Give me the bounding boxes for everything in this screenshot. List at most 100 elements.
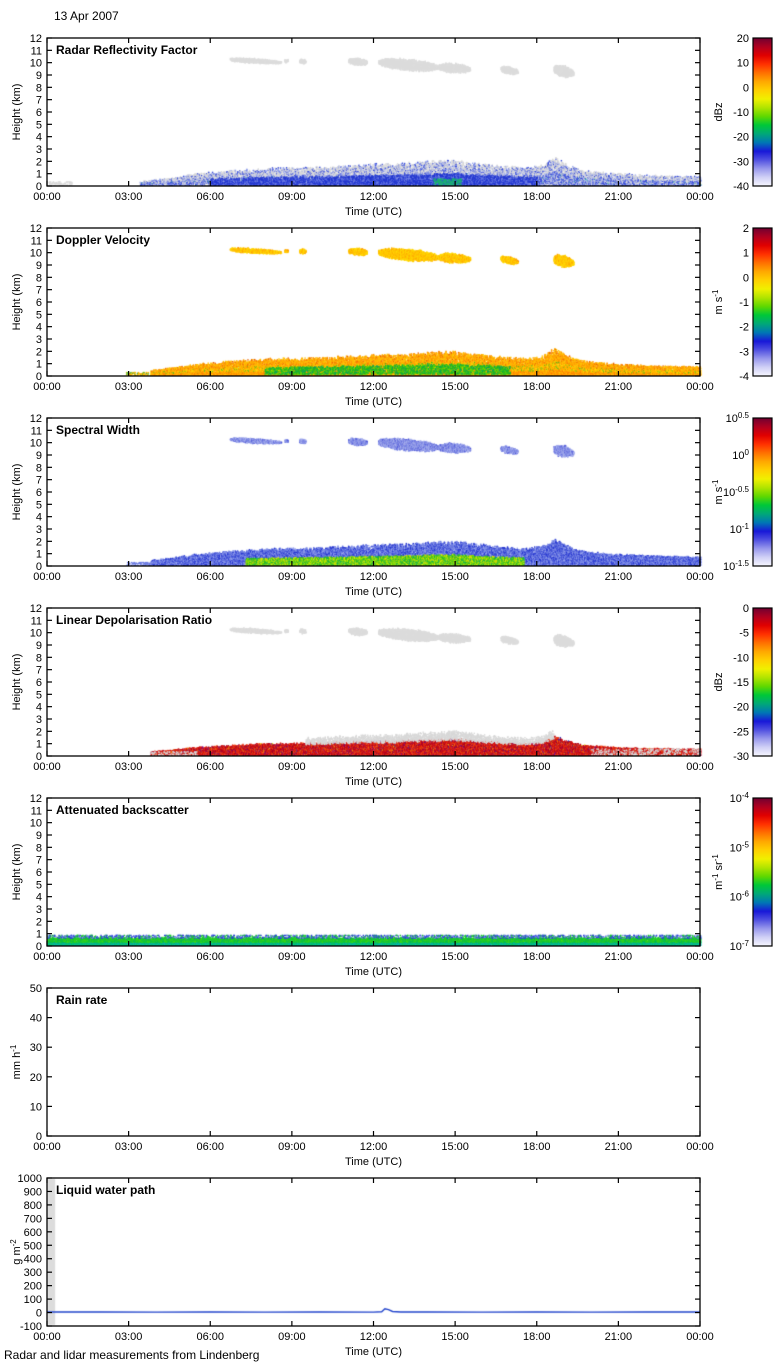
y-axis-label: g m-2​: [9, 1239, 23, 1265]
x-tick-label: 09:00: [278, 951, 306, 963]
y-tick-label: 1: [36, 929, 42, 941]
panel-rain-rate: 00:00 03:00 06:00 09:00 12:00 15:00 18:00 21:00…: [9, 983, 714, 1168]
y-tick-label: 800: [24, 1200, 42, 1212]
y-tick-label: 0: [36, 181, 42, 193]
panel-spectral-width: 00:00 03:00 06:00 09:00 12:00 15:00 18:00 21:00…: [11, 411, 773, 598]
x-tick-label: 06:00: [196, 381, 224, 393]
y-tick-label: 10: [30, 818, 42, 830]
y-tick-label: 3: [36, 904, 42, 916]
x-tick-label: 15:00: [441, 1141, 469, 1153]
x-tick-label: 00:00: [686, 191, 714, 203]
x-tick-label: 09:00: [278, 381, 306, 393]
colorbar-unit-label: dBz: [713, 673, 725, 692]
y-tick-label: 4: [36, 892, 42, 904]
y-tick-label: 2: [36, 726, 42, 738]
x-tick-label: 12:00: [360, 951, 388, 963]
y-tick-label: 0: [36, 1308, 42, 1320]
colorbar-tick-label: -25: [733, 726, 749, 738]
y-tick-label: 100: [24, 1294, 42, 1306]
x-tick-label: 06:00: [196, 571, 224, 583]
x-tick-label: 18:00: [523, 191, 551, 203]
y-tick-label: 0: [36, 751, 42, 763]
y-tick-label: 2: [36, 346, 42, 358]
colorbar-attenuated-backscatter: 10-4​ 10-5​ 10-6​ 10-7​ m-1​ sr-1​: [711, 791, 773, 953]
y-tick-label: 8: [36, 272, 42, 284]
colorbar-tick-label: -40: [733, 181, 749, 193]
y-tick-label: 12: [30, 793, 42, 805]
y-tick-label: 12: [30, 33, 42, 45]
panel-title: Linear Depolarisation Ratio: [56, 613, 212, 627]
x-tick-label: 03:00: [115, 1141, 143, 1153]
colorbar-tick-label: 10: [737, 58, 749, 70]
y-tick-label: 4: [36, 322, 42, 334]
y-tick-label: 3: [36, 144, 42, 156]
y-tick-label: 4: [36, 512, 42, 524]
y-tick-label: 6: [36, 107, 42, 119]
y-tick-label: 9: [36, 70, 42, 82]
x-tick-label: 00:00: [686, 571, 714, 583]
y-tick-label: 1000: [18, 1173, 42, 1185]
y-axis-label: Height (km): [11, 464, 23, 521]
y-tick-label: 10: [30, 58, 42, 70]
y-tick-label: 2: [36, 536, 42, 548]
y-tick-label: 12: [30, 603, 42, 615]
x-tick-label: 21:00: [605, 191, 633, 203]
colorbar-unit-label: m s-1​: [711, 479, 725, 504]
y-tick-label: 8: [36, 842, 42, 854]
y-tick-label: 20: [30, 1072, 42, 1084]
y-tick-label: 200: [24, 1281, 42, 1293]
x-tick-label: 00:00: [33, 1331, 61, 1343]
y-tick-label: 12: [30, 413, 42, 425]
colorbar-tick-label: -5: [739, 628, 749, 640]
x-axis-label: Time (UTC): [345, 776, 402, 788]
colorbar-tick-label: -3: [739, 346, 749, 358]
y-tick-label: 0: [36, 561, 42, 573]
x-tick-label: 12:00: [360, 381, 388, 393]
panel-linear-depolarisation-ratio: 00:00 03:00 06:00 09:00 12:00 15:00 18:00 21:00…: [11, 603, 773, 788]
colorbar-tick-label: -30: [733, 156, 749, 168]
x-tick-label: 18:00: [523, 1141, 551, 1153]
x-tick-label: 03:00: [115, 761, 143, 773]
x-tick-label: 18:00: [523, 381, 551, 393]
panel-doppler-velocity: 00:00 03:00 06:00 09:00 12:00 15:00 18:00 21:00…: [11, 223, 773, 408]
colorbar-tick-label: 10-5​: [730, 840, 750, 854]
x-tick-label: 00:00: [686, 761, 714, 773]
colorbar-tick-label: -10: [733, 652, 749, 664]
x-tick-label: 21:00: [605, 1331, 633, 1343]
y-axis-label: Height (km): [11, 274, 23, 331]
x-tick-label: 15:00: [441, 761, 469, 773]
y-tick-label: 5: [36, 119, 42, 131]
colorbar-tick-label: -20: [733, 132, 749, 144]
x-axis-label: Time (UTC): [345, 1156, 402, 1168]
colorbar-tick-label: 100​: [732, 448, 749, 462]
panel-title: Attenuated backscatter: [56, 803, 189, 817]
y-tick-label: 9: [36, 640, 42, 652]
y-tick-label: 5: [36, 499, 42, 511]
y-tick-label: 9: [36, 830, 42, 842]
colorbar-tick-label: 0: [743, 82, 749, 94]
colorbar-unit-label: dBz: [713, 103, 725, 122]
y-tick-label: 2: [36, 916, 42, 928]
x-tick-label: 12:00: [360, 761, 388, 773]
colorbar-unit-label: m-1​ sr-1​: [711, 854, 725, 890]
panel-title: Liquid water path: [56, 1183, 155, 1197]
x-tick-label: 00:00: [686, 1141, 714, 1153]
colorbar-unit-label: m s-1​: [711, 289, 725, 314]
y-tick-label: 900: [24, 1186, 42, 1198]
x-tick-label: 12:00: [360, 1141, 388, 1153]
y-tick-label: 7: [36, 475, 42, 487]
colorbar-tick-label: 10-4​: [730, 791, 750, 805]
x-axis-label: Time (UTC): [345, 966, 402, 978]
y-tick-label: 0: [36, 1131, 42, 1143]
y-tick-label: 3: [36, 524, 42, 536]
panel-title: Rain rate: [56, 993, 108, 1007]
x-tick-label: 00:00: [33, 191, 61, 203]
y-tick-label: 1: [36, 549, 42, 561]
panel-title: Spectral Width: [56, 423, 140, 437]
y-tick-label: 11: [31, 45, 42, 57]
y-tick-label: 10: [30, 1101, 42, 1113]
y-tick-label: 0: [36, 371, 42, 383]
colorbar-doppler-velocity: 2 1 0 -1 -2 -3 -4 m s-1​: [711, 223, 773, 383]
y-tick-label: 400: [24, 1254, 42, 1266]
